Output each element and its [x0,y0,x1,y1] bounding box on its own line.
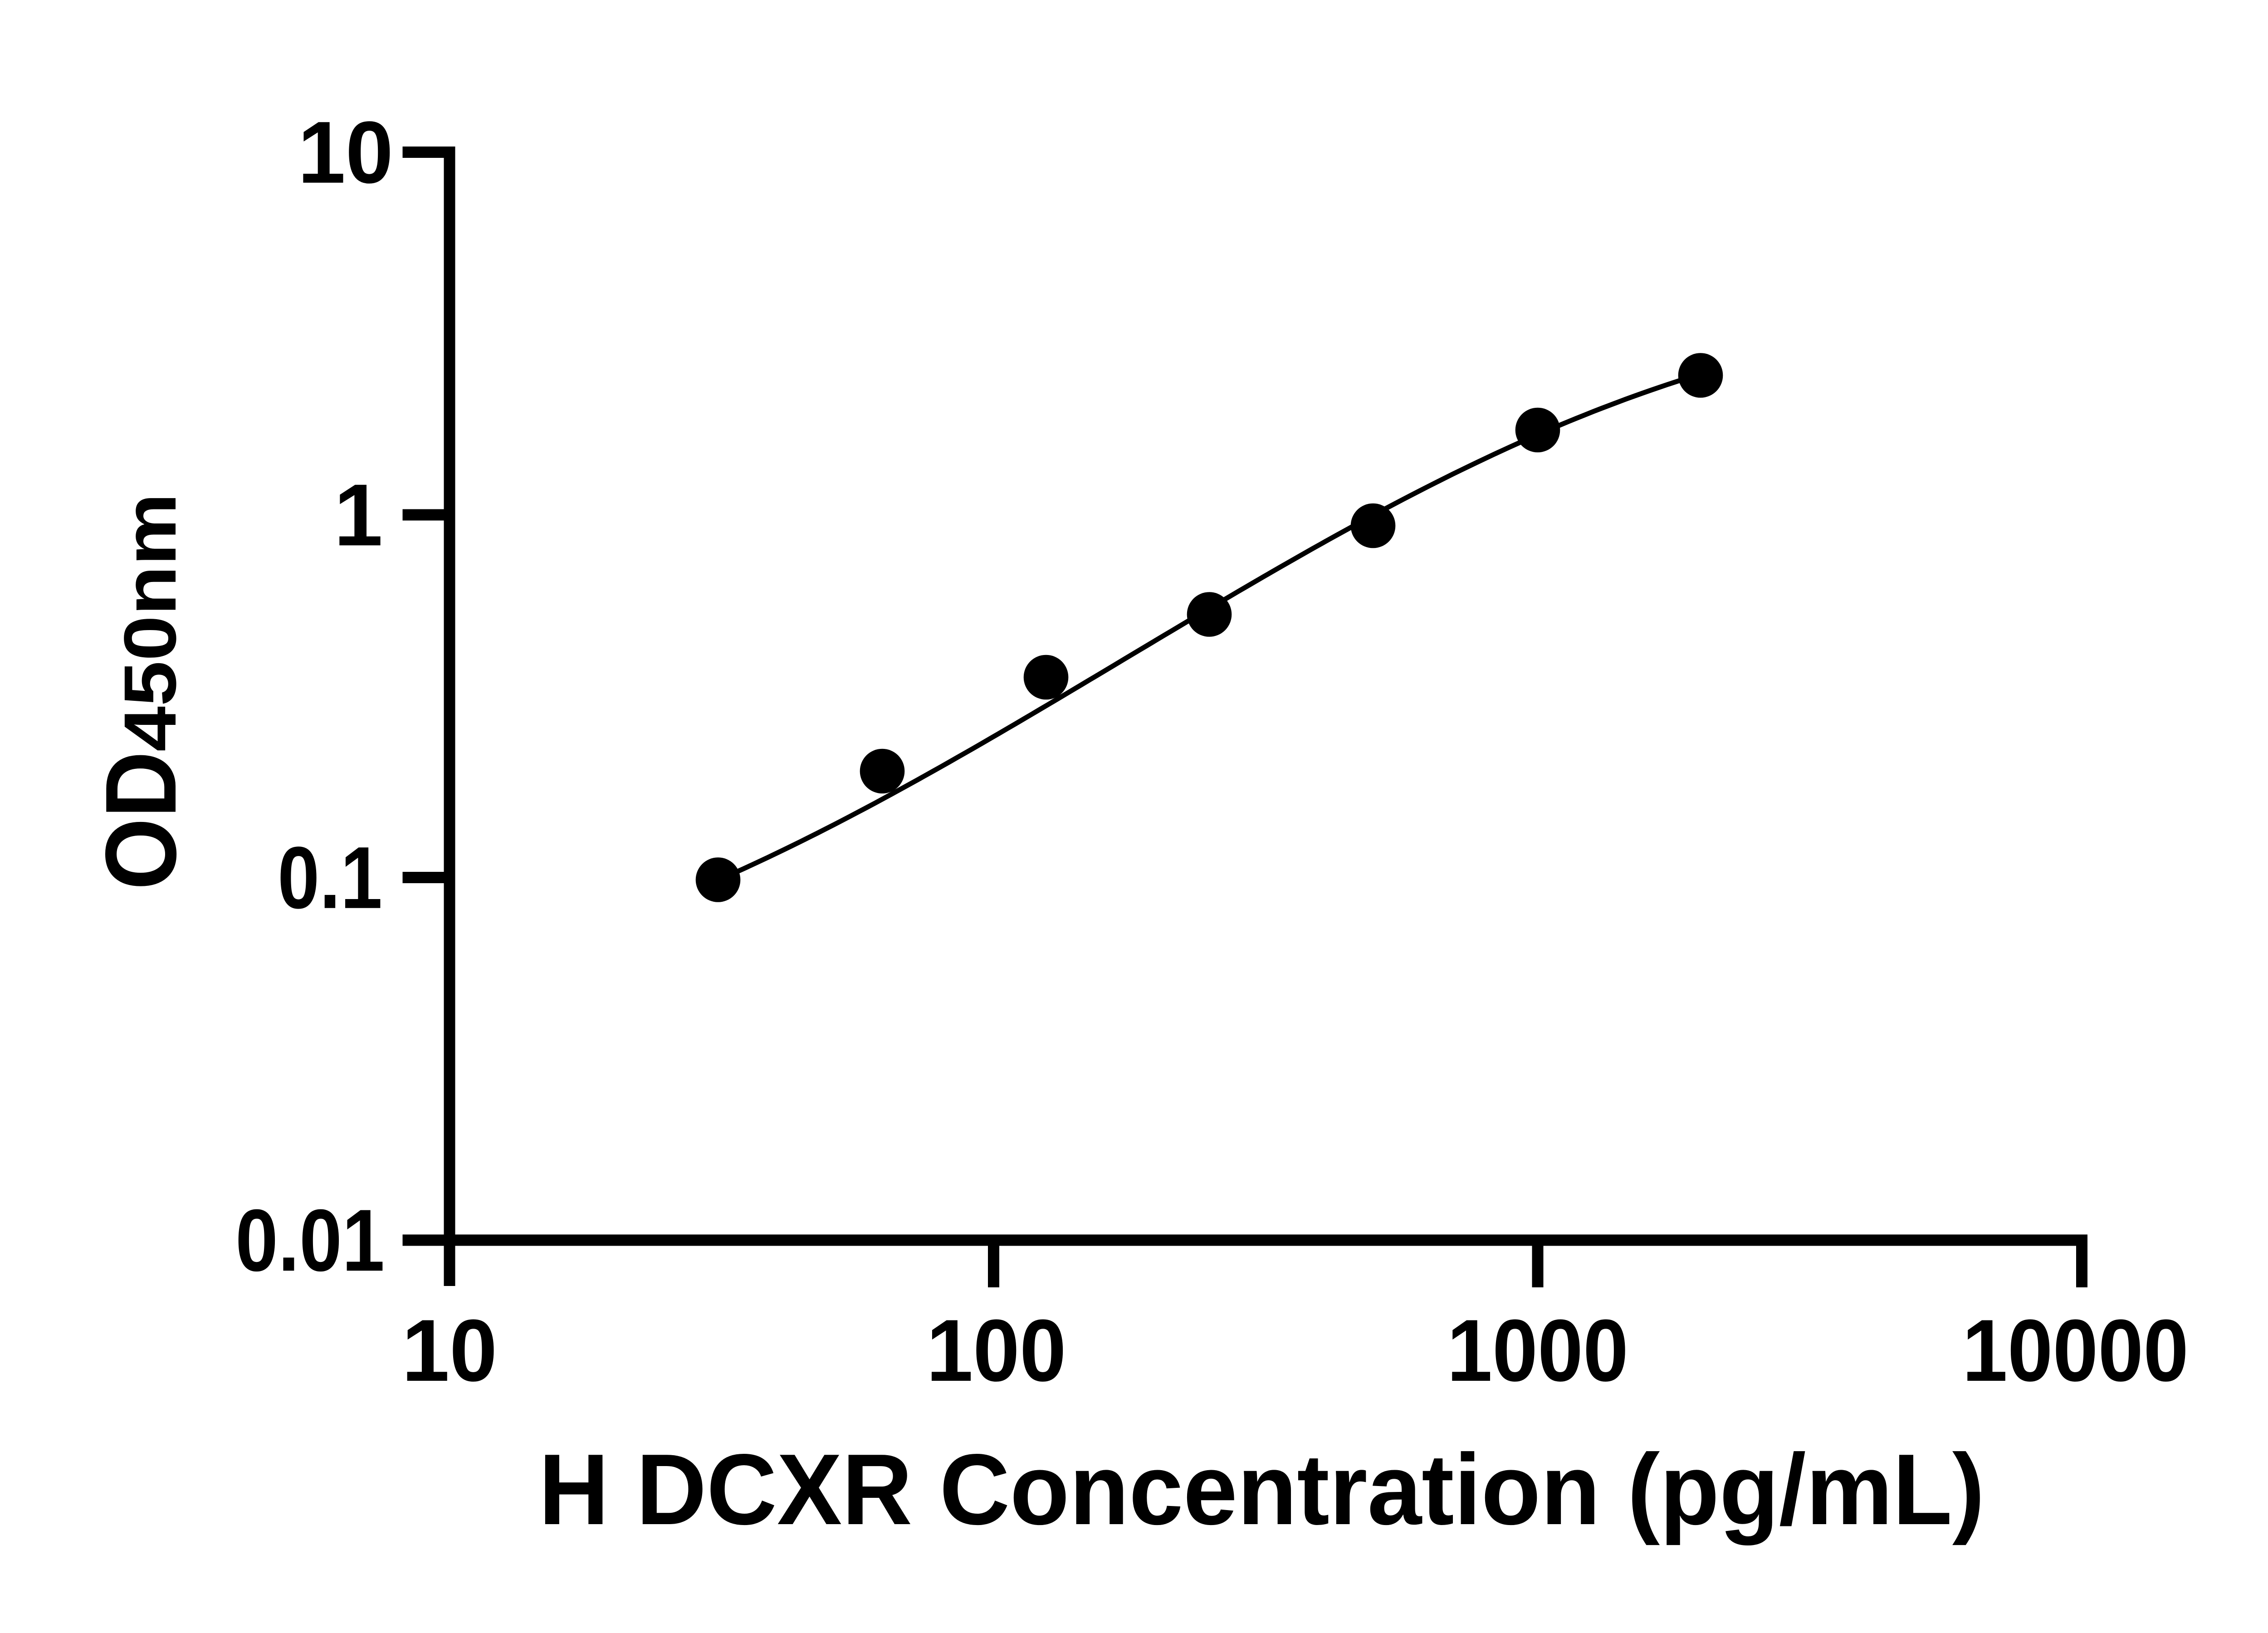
svg-text:1: 1 [334,466,383,564]
svg-text:450nm: 450nm [108,493,191,752]
svg-text:10: 10 [402,1301,498,1400]
svg-text:0.01: 0.01 [235,1191,385,1290]
svg-text:1000: 1000 [1447,1301,1628,1400]
svg-text:10: 10 [298,103,394,202]
svg-text:OD: OD [85,751,197,890]
svg-text:H DCXR Concentration (pg/mL): H DCXR Concentration (pg/mL) [539,1433,1985,1546]
svg-text:10000: 10000 [1962,1301,2189,1400]
svg-text:0.1: 0.1 [278,829,382,927]
svg-text:100: 100 [926,1301,1066,1400]
